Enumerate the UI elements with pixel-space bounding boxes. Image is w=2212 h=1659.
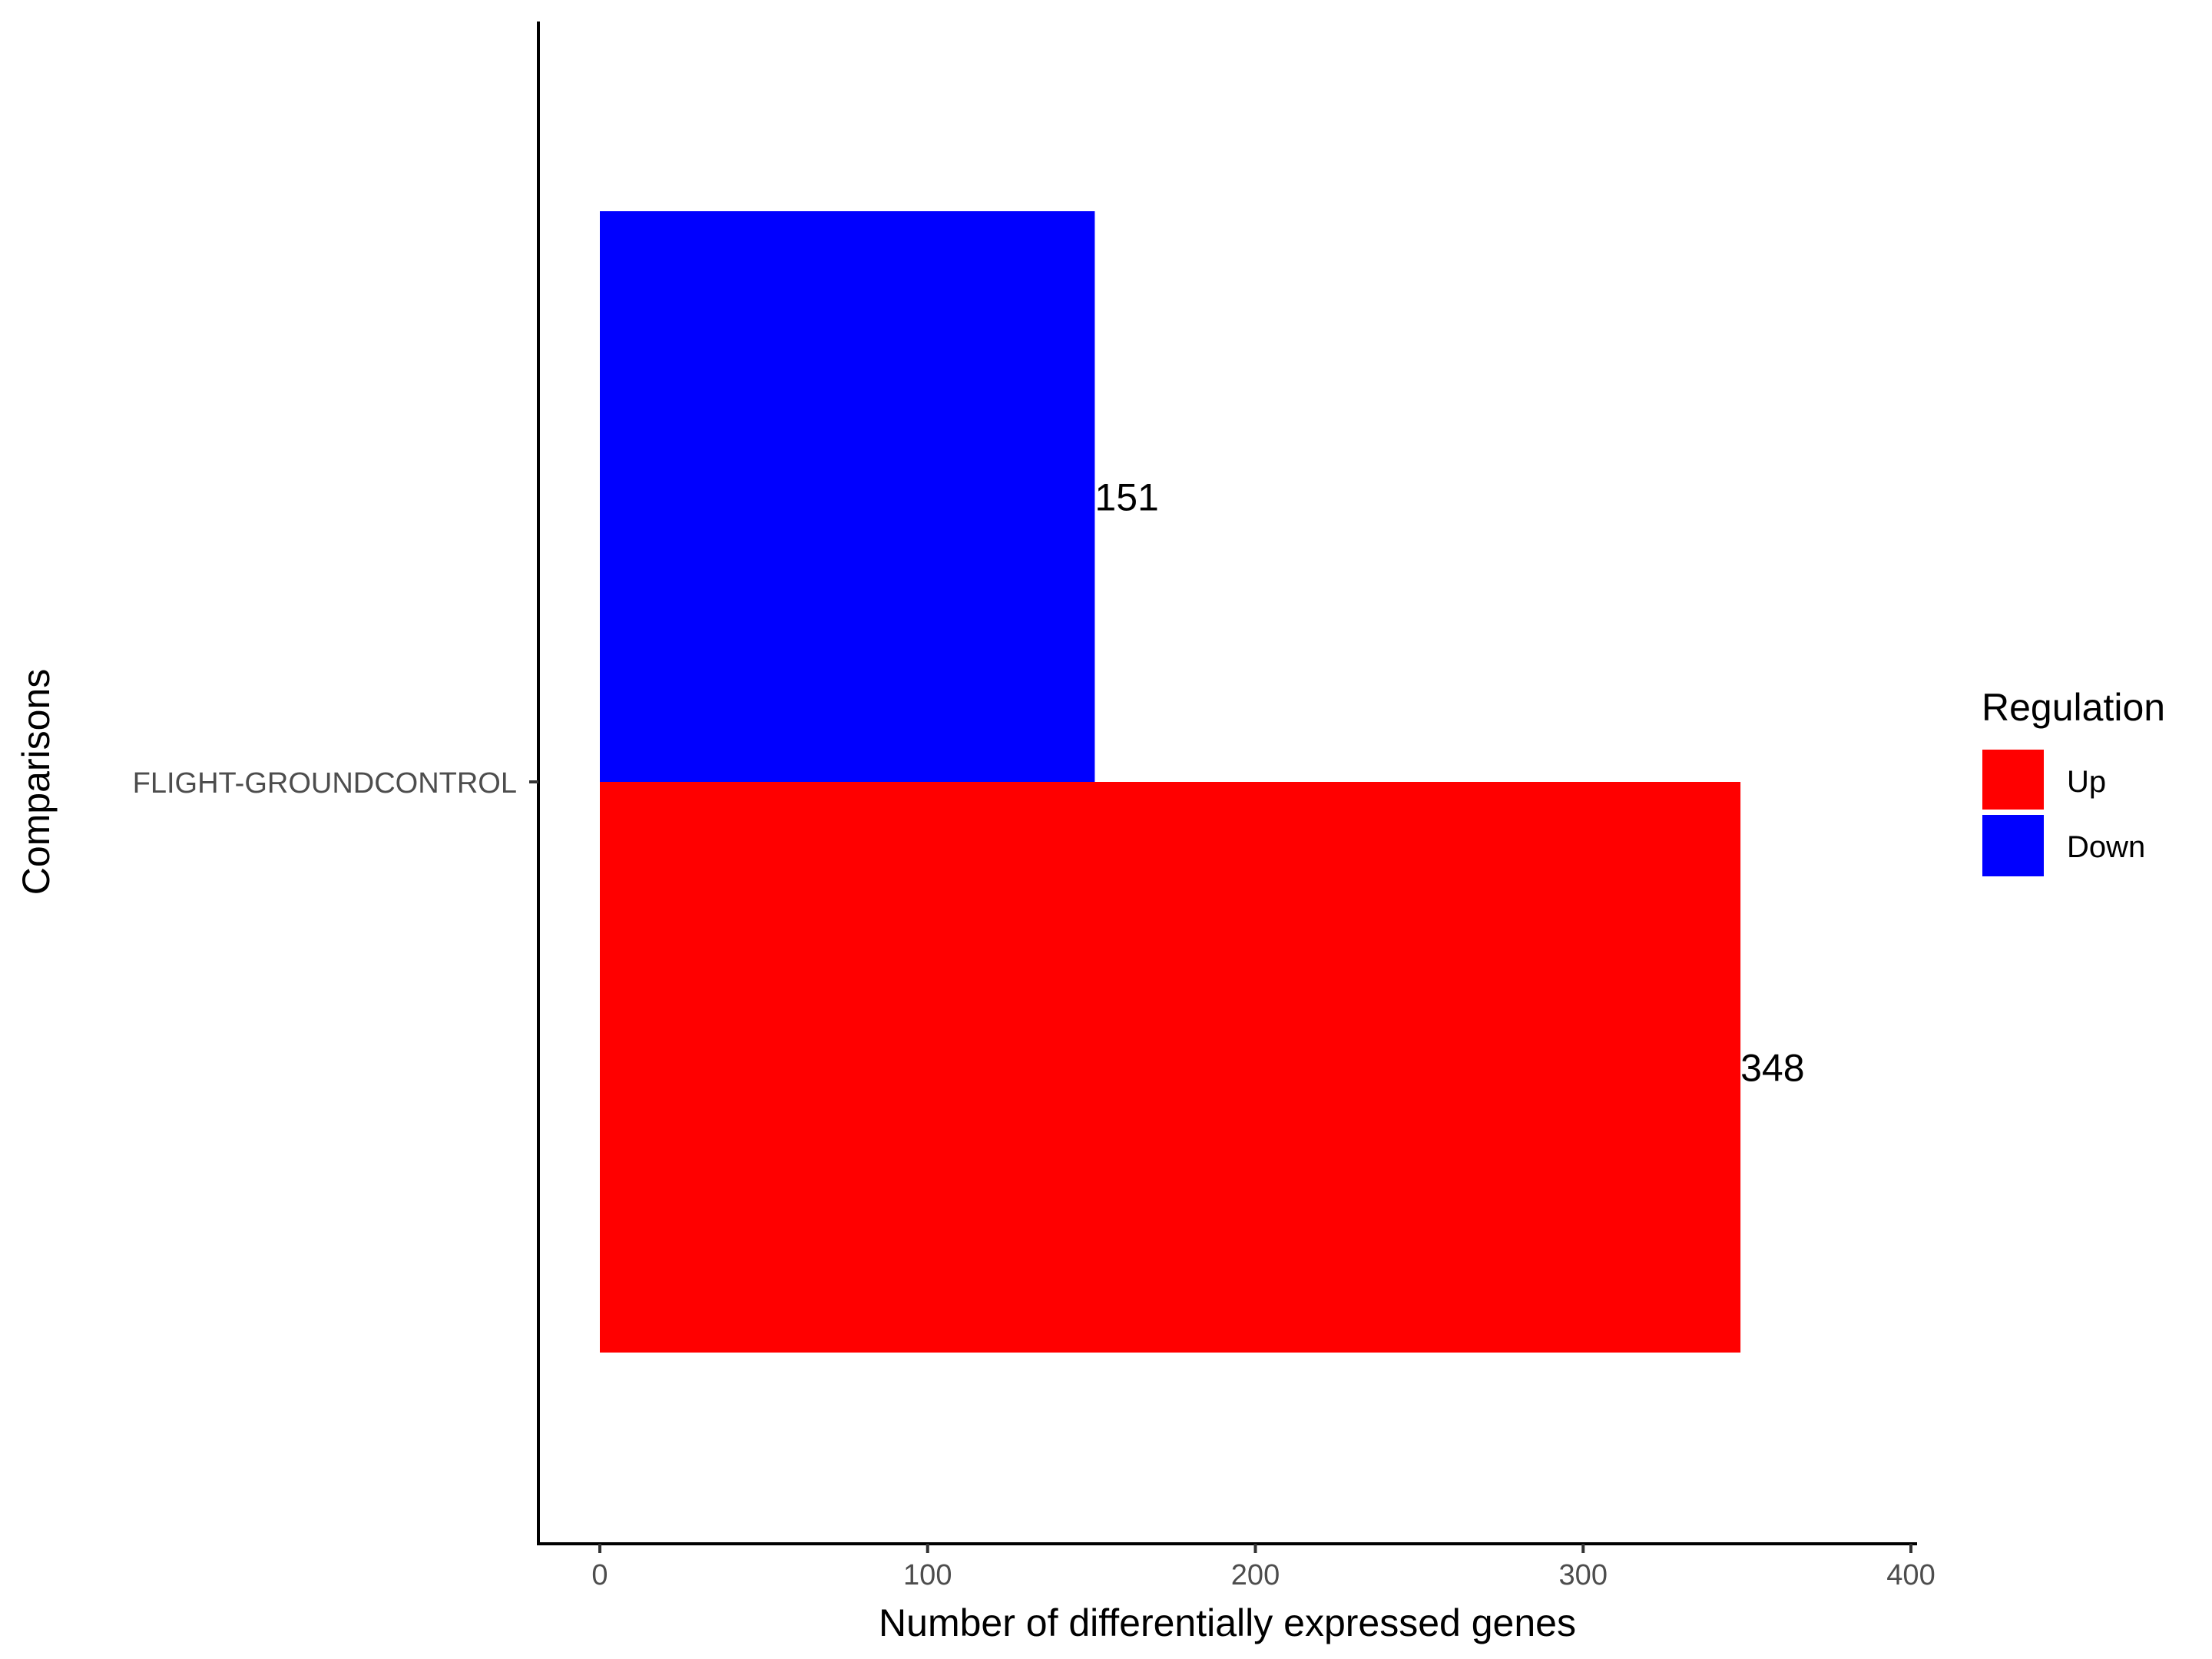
x-ticks-group: 0 100 200 300 400 xyxy=(591,1544,1936,1591)
bar-up xyxy=(600,782,1741,1353)
bars-group xyxy=(600,211,1741,1353)
x-tick-label: 200 xyxy=(1231,1559,1280,1591)
x-tick-label: 400 xyxy=(1886,1559,1935,1591)
x-tick-label: 100 xyxy=(903,1559,952,1591)
data-label-up: 348 xyxy=(1740,1047,1804,1090)
x-tick-label: 0 xyxy=(591,1559,608,1591)
y-axis-title: Comparisons xyxy=(15,669,58,896)
x-axis-title: Number of differentially expressed genes xyxy=(879,1601,1576,1644)
legend-label-down: Down xyxy=(2067,830,2145,864)
legend: Regulation Up Down xyxy=(1982,686,2165,876)
y-ticks-group: FLIGHT-GROUNDCONTROL xyxy=(133,767,538,800)
data-labels-group: 151 348 xyxy=(1094,476,1804,1090)
legend-key-up xyxy=(1982,750,2044,810)
x-tick-label: 300 xyxy=(1559,1559,1608,1591)
legend-label-up: Up xyxy=(2067,765,2106,799)
legend-title: Regulation xyxy=(1982,686,2165,729)
bar-down xyxy=(600,211,1095,782)
data-label-down: 151 xyxy=(1094,476,1158,519)
y-tick-label: FLIGHT-GROUNDCONTROL xyxy=(133,767,517,800)
legend-key-down xyxy=(1982,815,2044,876)
